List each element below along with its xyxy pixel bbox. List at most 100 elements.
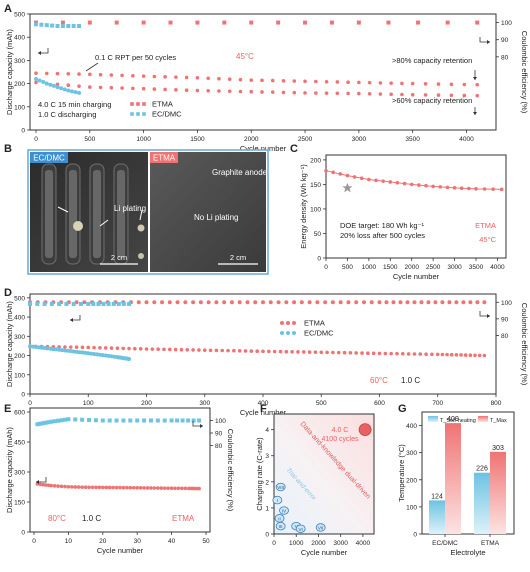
ce-etma-marker	[237, 300, 242, 305]
ce-etma-marker	[323, 300, 328, 305]
panel-letter: A	[4, 3, 12, 15]
capacity-etma-marker	[43, 483, 48, 487]
x-tick-label: 500	[342, 264, 353, 271]
y-tick-label: 0	[21, 530, 25, 537]
ce-etma-marker	[152, 300, 157, 305]
capacity-etma-marker	[226, 348, 230, 353]
ce-ecdmc-marker	[42, 301, 47, 306]
capacity-etma-marker	[86, 345, 91, 350]
max-temperature-bar	[445, 423, 461, 534]
capacity-etma-marker	[159, 486, 164, 490]
capacity-etma-marker	[406, 352, 411, 356]
temperature-label: 60°C	[370, 376, 388, 385]
capacity-etma-marker	[142, 486, 146, 490]
capacity-etma-marker	[76, 485, 81, 489]
capacity-etma-marker	[307, 350, 312, 354]
energy-density-marker	[445, 185, 450, 190]
x-tick-label: 1500	[190, 136, 205, 143]
x-tick-label: 4000	[459, 136, 474, 143]
ce-etma-marker	[191, 300, 196, 305]
ce-etma-marker	[386, 20, 391, 25]
axis-arrow-left	[70, 318, 73, 322]
capacity-etma-marker	[459, 353, 463, 357]
literature-marker-label: V	[295, 524, 298, 529]
literature-marker-label: VII	[318, 525, 324, 530]
capacity-etma-marker	[400, 92, 404, 97]
y-right-tick-label: 80	[501, 54, 509, 61]
ce-etma-marker	[475, 20, 480, 25]
ce-ecdmc-marker	[77, 24, 82, 28]
panel-letter: D	[4, 287, 12, 299]
y-axis-label: Energy density (Wh kg⁻¹)	[299, 164, 308, 249]
ce-etma-marker	[447, 300, 452, 305]
rpt-etma-marker	[184, 75, 189, 80]
capacity-ecdmc-marker	[86, 351, 91, 356]
capacity-etma-marker	[90, 485, 95, 490]
capacity-ecdmc-marker	[100, 353, 105, 358]
panel-g-frame	[421, 411, 515, 535]
legend-label: T_Self-heating	[440, 418, 476, 424]
capacity-etma-marker	[278, 349, 283, 354]
x-axis-label: Cycle number	[240, 408, 287, 417]
capacity-etma-marker	[454, 353, 459, 357]
rpt-etma-marker	[174, 75, 178, 79]
capacity-etma-marker	[410, 92, 415, 97]
literature-marker	[275, 482, 286, 492]
x-tick-label: 40	[168, 538, 176, 545]
x-axis-label: Electrolyte	[450, 548, 485, 557]
capacity-ecdmc-marker	[59, 86, 64, 91]
capacity-etma-marker	[109, 346, 114, 350]
ce-marker	[56, 418, 61, 423]
capacity-etma-marker	[238, 89, 243, 94]
etma-label: ETMA	[475, 221, 496, 230]
energy-density-marker	[452, 186, 457, 190]
capacity-etma-marker	[435, 352, 440, 357]
y-tick-label: 600	[14, 410, 25, 417]
capacity-etma-marker	[367, 92, 372, 96]
capacity-etma-marker	[92, 345, 96, 350]
capacity-etma-marker	[97, 485, 102, 490]
energy-density-marker	[409, 182, 414, 187]
retention-60-annotation: >60% capacity retention	[392, 96, 472, 105]
capacity-etma-marker	[63, 345, 67, 349]
legend-marker	[280, 321, 284, 325]
legend-marker	[286, 331, 290, 335]
x-tick-label: 3000	[333, 540, 348, 547]
legend-swatch	[428, 416, 438, 422]
y-tick-label: 450	[14, 440, 25, 447]
rpt-etma-marker	[109, 73, 114, 77]
ce-etma-marker	[361, 300, 366, 305]
capacity-ecdmc-marker	[44, 81, 49, 86]
x-tick-label: 500	[316, 400, 327, 407]
x-tick-label: 800	[491, 400, 502, 407]
li-deposit-spot	[137, 224, 145, 232]
capacity-etma-marker	[401, 352, 405, 356]
capacity-etma-marker	[449, 352, 454, 357]
temperature-label: 45°C	[236, 52, 254, 61]
panel-letter: E	[4, 403, 11, 415]
capacity-etma-marker	[348, 351, 353, 355]
ce-etma-marker	[419, 300, 424, 305]
capacity-etma-marker	[163, 87, 167, 92]
ce-marker	[100, 418, 105, 423]
ce-marker	[46, 420, 51, 425]
rpt-etma-marker	[249, 78, 254, 82]
y-tick-label: 200	[14, 353, 25, 360]
strategy-gradient-bg	[274, 414, 374, 534]
li-deposit-spot	[138, 253, 144, 259]
legend-marker	[136, 112, 140, 116]
capacity-ecdmc-marker	[36, 345, 41, 350]
ce-etma-marker	[144, 300, 149, 305]
x-tick-label: 10	[65, 538, 73, 545]
rpt-etma-marker	[260, 78, 264, 83]
capacity-etma-marker	[127, 346, 131, 351]
capacity-etma-marker	[49, 483, 53, 488]
energy-density-marker	[345, 173, 350, 178]
ce-ecdmc-marker	[71, 301, 76, 306]
x-tick-label: ETMA	[481, 540, 500, 547]
capacity-etma-marker	[98, 85, 103, 90]
capacity-etma-marker	[152, 87, 157, 91]
capacity-ecdmc-marker	[83, 350, 88, 355]
x-tick-label: 500	[84, 136, 95, 143]
ce-etma-marker	[276, 300, 281, 305]
